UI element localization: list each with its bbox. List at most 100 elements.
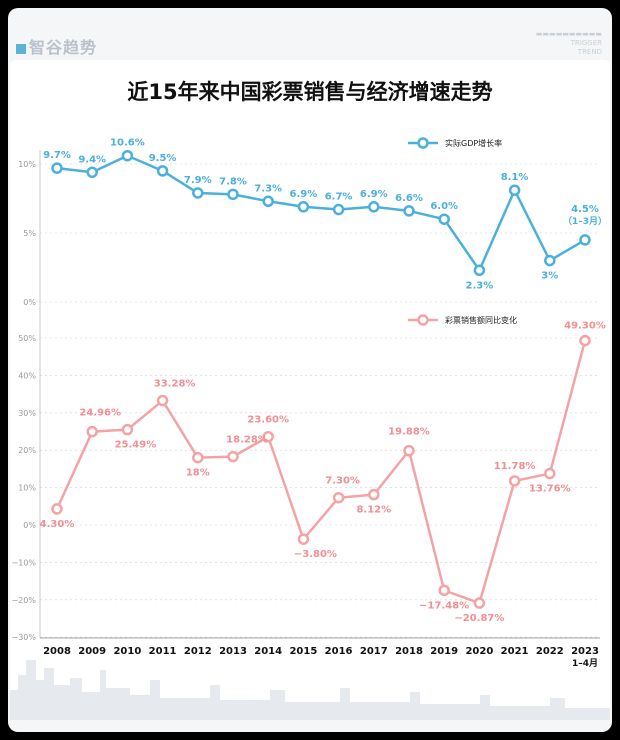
x-tick-label: 2017 — [360, 646, 388, 657]
lottery-data-point — [438, 584, 450, 597]
lottery-data-label: 4.30% — [40, 519, 75, 530]
lottery-data-point — [297, 533, 310, 545]
gdp-data-label: 6.7% — [325, 192, 353, 203]
x-tick-label: 2022 — [536, 646, 564, 657]
lottery-data-point — [121, 423, 134, 436]
gdp-data-annotation: （1–3月） — [563, 216, 607, 227]
gdp-series-line — [56, 154, 586, 272]
lottery-data-label: 8.12% — [356, 505, 391, 516]
gdp-data-label: 9.4% — [78, 154, 106, 165]
lottery-data-point — [262, 430, 274, 443]
x-tick-label: 2013 — [219, 646, 247, 657]
gdp-data-label: 7.3% — [254, 183, 282, 194]
skyline-decoration — [10, 660, 610, 720]
brand-name: 智谷趋势 — [29, 38, 98, 57]
lottery-ytick-label: −30% — [12, 633, 37, 642]
lottery-ytick-label: 50% — [18, 334, 36, 343]
brand-logo: 智谷趋势 — [16, 34, 97, 58]
lottery-data-point — [544, 467, 556, 480]
lottery-data-point — [473, 597, 486, 609]
lottery-legend-marker — [417, 314, 429, 326]
lottery-data-point — [508, 475, 521, 487]
x-tick-label: 2014 — [254, 646, 282, 657]
lottery-data-point — [192, 451, 204, 464]
gdp-legend-marker — [417, 137, 429, 149]
lottery-data-label: 24.96% — [79, 408, 121, 419]
lottery-data-label: −3.80% — [294, 549, 337, 560]
x-tick-label: 2018 — [395, 646, 423, 657]
lottery-data-label: −20.87% — [454, 613, 504, 624]
lottery-data-point — [403, 444, 415, 457]
gdp-data-point — [86, 166, 98, 179]
gdp-data-point — [438, 213, 450, 225]
gdp-data-point — [121, 149, 134, 162]
lottery-data-label: 49.30% — [564, 321, 606, 332]
watermark-lines-2: TRIGGER — [570, 39, 602, 47]
chart-title: 近15年来中国彩票销售与经济增速走势 — [127, 80, 493, 104]
brand-square-icon — [16, 43, 26, 54]
gdp-data-label: 6.9% — [360, 189, 388, 200]
x-tick-sublabel: 1–4月 — [572, 658, 598, 669]
lottery-data-point — [579, 334, 591, 347]
lottery-data-label: −17.48% — [419, 600, 469, 611]
lottery-data-point — [51, 503, 63, 515]
gdp-data-label: 7.8% — [219, 176, 247, 187]
gdp-data-point — [579, 234, 591, 246]
lottery-data-point — [227, 450, 239, 463]
gdp-data-point — [262, 195, 274, 208]
gdp-data-label: 9.5% — [149, 153, 177, 164]
gdp-data-label: 7.9% — [184, 175, 212, 186]
x-tick-label: 2009 — [78, 646, 106, 657]
x-tick-label: 2008 — [43, 646, 71, 657]
gdp-data-point — [368, 201, 380, 213]
plot-panel — [10, 60, 610, 720]
lottery-data-label: 23.60% — [247, 415, 289, 426]
x-tick-label: 2020 — [465, 646, 493, 657]
lottery-ytick-label: 10% — [18, 484, 36, 493]
watermark-lines-3: TREND — [577, 48, 602, 56]
lottery-data-label: 11.78% — [494, 461, 536, 472]
lottery-ytick-label: 30% — [18, 409, 36, 418]
lottery-data-label: 18% — [186, 468, 210, 479]
gdp-data-label: 6.9% — [290, 189, 318, 200]
gdp-data-point — [297, 201, 310, 213]
lottery-ytick-label: −10% — [12, 558, 37, 567]
gdp-data-point — [473, 264, 486, 277]
lottery-data-label: 13.76% — [529, 484, 571, 495]
gdp-data-point — [508, 184, 521, 196]
watermark-logo: ▬▬▬▬▬▬▬▬▬▬ TRIGGER TREND — [536, 30, 602, 57]
lottery-ytick-label: 20% — [18, 446, 36, 455]
lottery-data-point — [332, 491, 345, 504]
gdp-data-label: 6.0% — [430, 201, 458, 212]
x-tick-label: 2010 — [113, 646, 141, 657]
gdp-data-label: 8.1% — [501, 172, 529, 183]
lottery-data-label: 7.30% — [325, 476, 360, 487]
x-tick-label: 2023 — [571, 646, 599, 657]
gdp-data-label: 9.7% — [43, 150, 71, 161]
x-tick-label: 2012 — [184, 646, 212, 657]
gdp-data-label: 4.5% — [571, 204, 599, 215]
gdp-legend-label: 实际GDP增长率 — [445, 138, 502, 148]
gdp-data-label: 3% — [541, 271, 558, 282]
lottery-data-point — [156, 394, 169, 407]
lottery-ytick-label: 40% — [18, 371, 36, 380]
lottery-data-label: 33.28% — [154, 379, 196, 390]
gdp-ytick-label: 5% — [23, 229, 36, 238]
lottery-data-label: 25.49% — [115, 440, 157, 451]
gdp-data-point — [544, 254, 556, 267]
gdp-data-point — [51, 162, 63, 174]
lottery-data-point — [368, 488, 380, 501]
x-tick-label: 2015 — [289, 646, 317, 657]
gdp-ytick-label: 0% — [23, 298, 36, 307]
gdp-data-point — [403, 205, 415, 217]
lottery-ytick-label: −20% — [12, 596, 37, 605]
gdp-data-point — [156, 165, 169, 177]
lottery-data-point — [86, 425, 98, 438]
lottery-legend-label: 彩票销售额同比变化 — [445, 315, 517, 325]
gdp-data-label: 6.6% — [395, 193, 423, 204]
watermark-lines: ▬▬▬▬▬▬▬▬▬▬ — [535, 30, 602, 38]
gdp-data-label: 10.6% — [110, 138, 145, 149]
x-tick-label: 2021 — [501, 646, 529, 657]
gdp-data-point — [332, 203, 345, 216]
